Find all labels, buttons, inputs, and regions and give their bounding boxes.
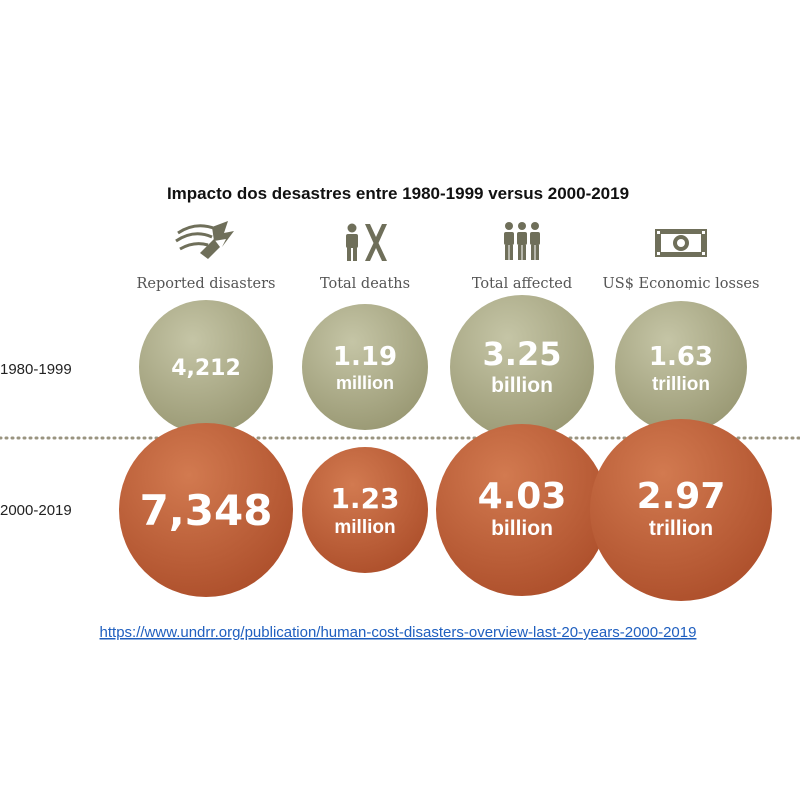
unit-label-2000-2019-economic-losses: trillion bbox=[649, 517, 713, 540]
source-link[interactable]: https://www.undrr.org/publication/human-… bbox=[100, 624, 697, 641]
data-label-2000-2019-total-affected: 4.03 bbox=[478, 476, 567, 517]
chart-title: Impacto dos desastres entre 1980-1999 ve… bbox=[167, 184, 629, 203]
bubble-2000-2019-total-affected bbox=[436, 424, 608, 596]
data-label-1980-1999-economic-losses: 1.63 bbox=[649, 342, 713, 372]
bubble-2000-2019-total-deaths bbox=[302, 447, 428, 573]
deaths-icon bbox=[346, 223, 387, 261]
data-label-2000-2019-reported-disasters: 7,348 bbox=[140, 486, 273, 535]
category-label-reported-disasters: Reported disasters bbox=[137, 276, 276, 292]
unit-label-1980-1999-economic-losses: trillion bbox=[652, 374, 710, 395]
data-label-1980-1999-total-deaths: 1.19 bbox=[333, 342, 397, 372]
unit-label-1980-1999-total-deaths: million bbox=[336, 373, 394, 393]
bubble-2000-2019-reported-disasters bbox=[119, 423, 293, 597]
bubble-group: 4,212 1.19million3.25billion1.63trillion7… bbox=[0, 295, 800, 601]
unit-label-1980-1999-total-affected: billion bbox=[491, 374, 553, 397]
data-label-1980-1999-reported-disasters: 4,212 bbox=[171, 356, 241, 381]
category-label-economic-losses: US$ Economic losses bbox=[603, 276, 760, 292]
row-label-1980-1999: 1980-1999 bbox=[0, 361, 72, 378]
bubble-1980-1999-total-affected bbox=[450, 295, 594, 439]
data-label-2000-2019-total-deaths: 1.23 bbox=[330, 482, 399, 515]
unit-label-2000-2019-total-deaths: million bbox=[334, 517, 395, 538]
category-label-total-deaths: Total deaths bbox=[320, 276, 410, 292]
storm-icon bbox=[175, 221, 234, 259]
bubble-1980-1999-economic-losses bbox=[615, 301, 747, 433]
money-icon bbox=[655, 229, 707, 257]
bubble-2000-2019-economic-losses bbox=[590, 419, 772, 601]
row-label-2000-2019: 2000-2019 bbox=[0, 502, 72, 519]
people-icon bbox=[504, 222, 540, 260]
unit-label-2000-2019-total-affected: billion bbox=[491, 517, 553, 540]
category-label-total-affected: Total affected bbox=[472, 276, 572, 292]
bubble-1980-1999-total-deaths bbox=[302, 304, 428, 430]
data-label-1980-1999-total-affected: 3.25 bbox=[483, 335, 562, 373]
bubble-1980-1999-reported-disasters bbox=[139, 300, 273, 434]
data-label-2000-2019-economic-losses: 2.97 bbox=[637, 476, 726, 517]
